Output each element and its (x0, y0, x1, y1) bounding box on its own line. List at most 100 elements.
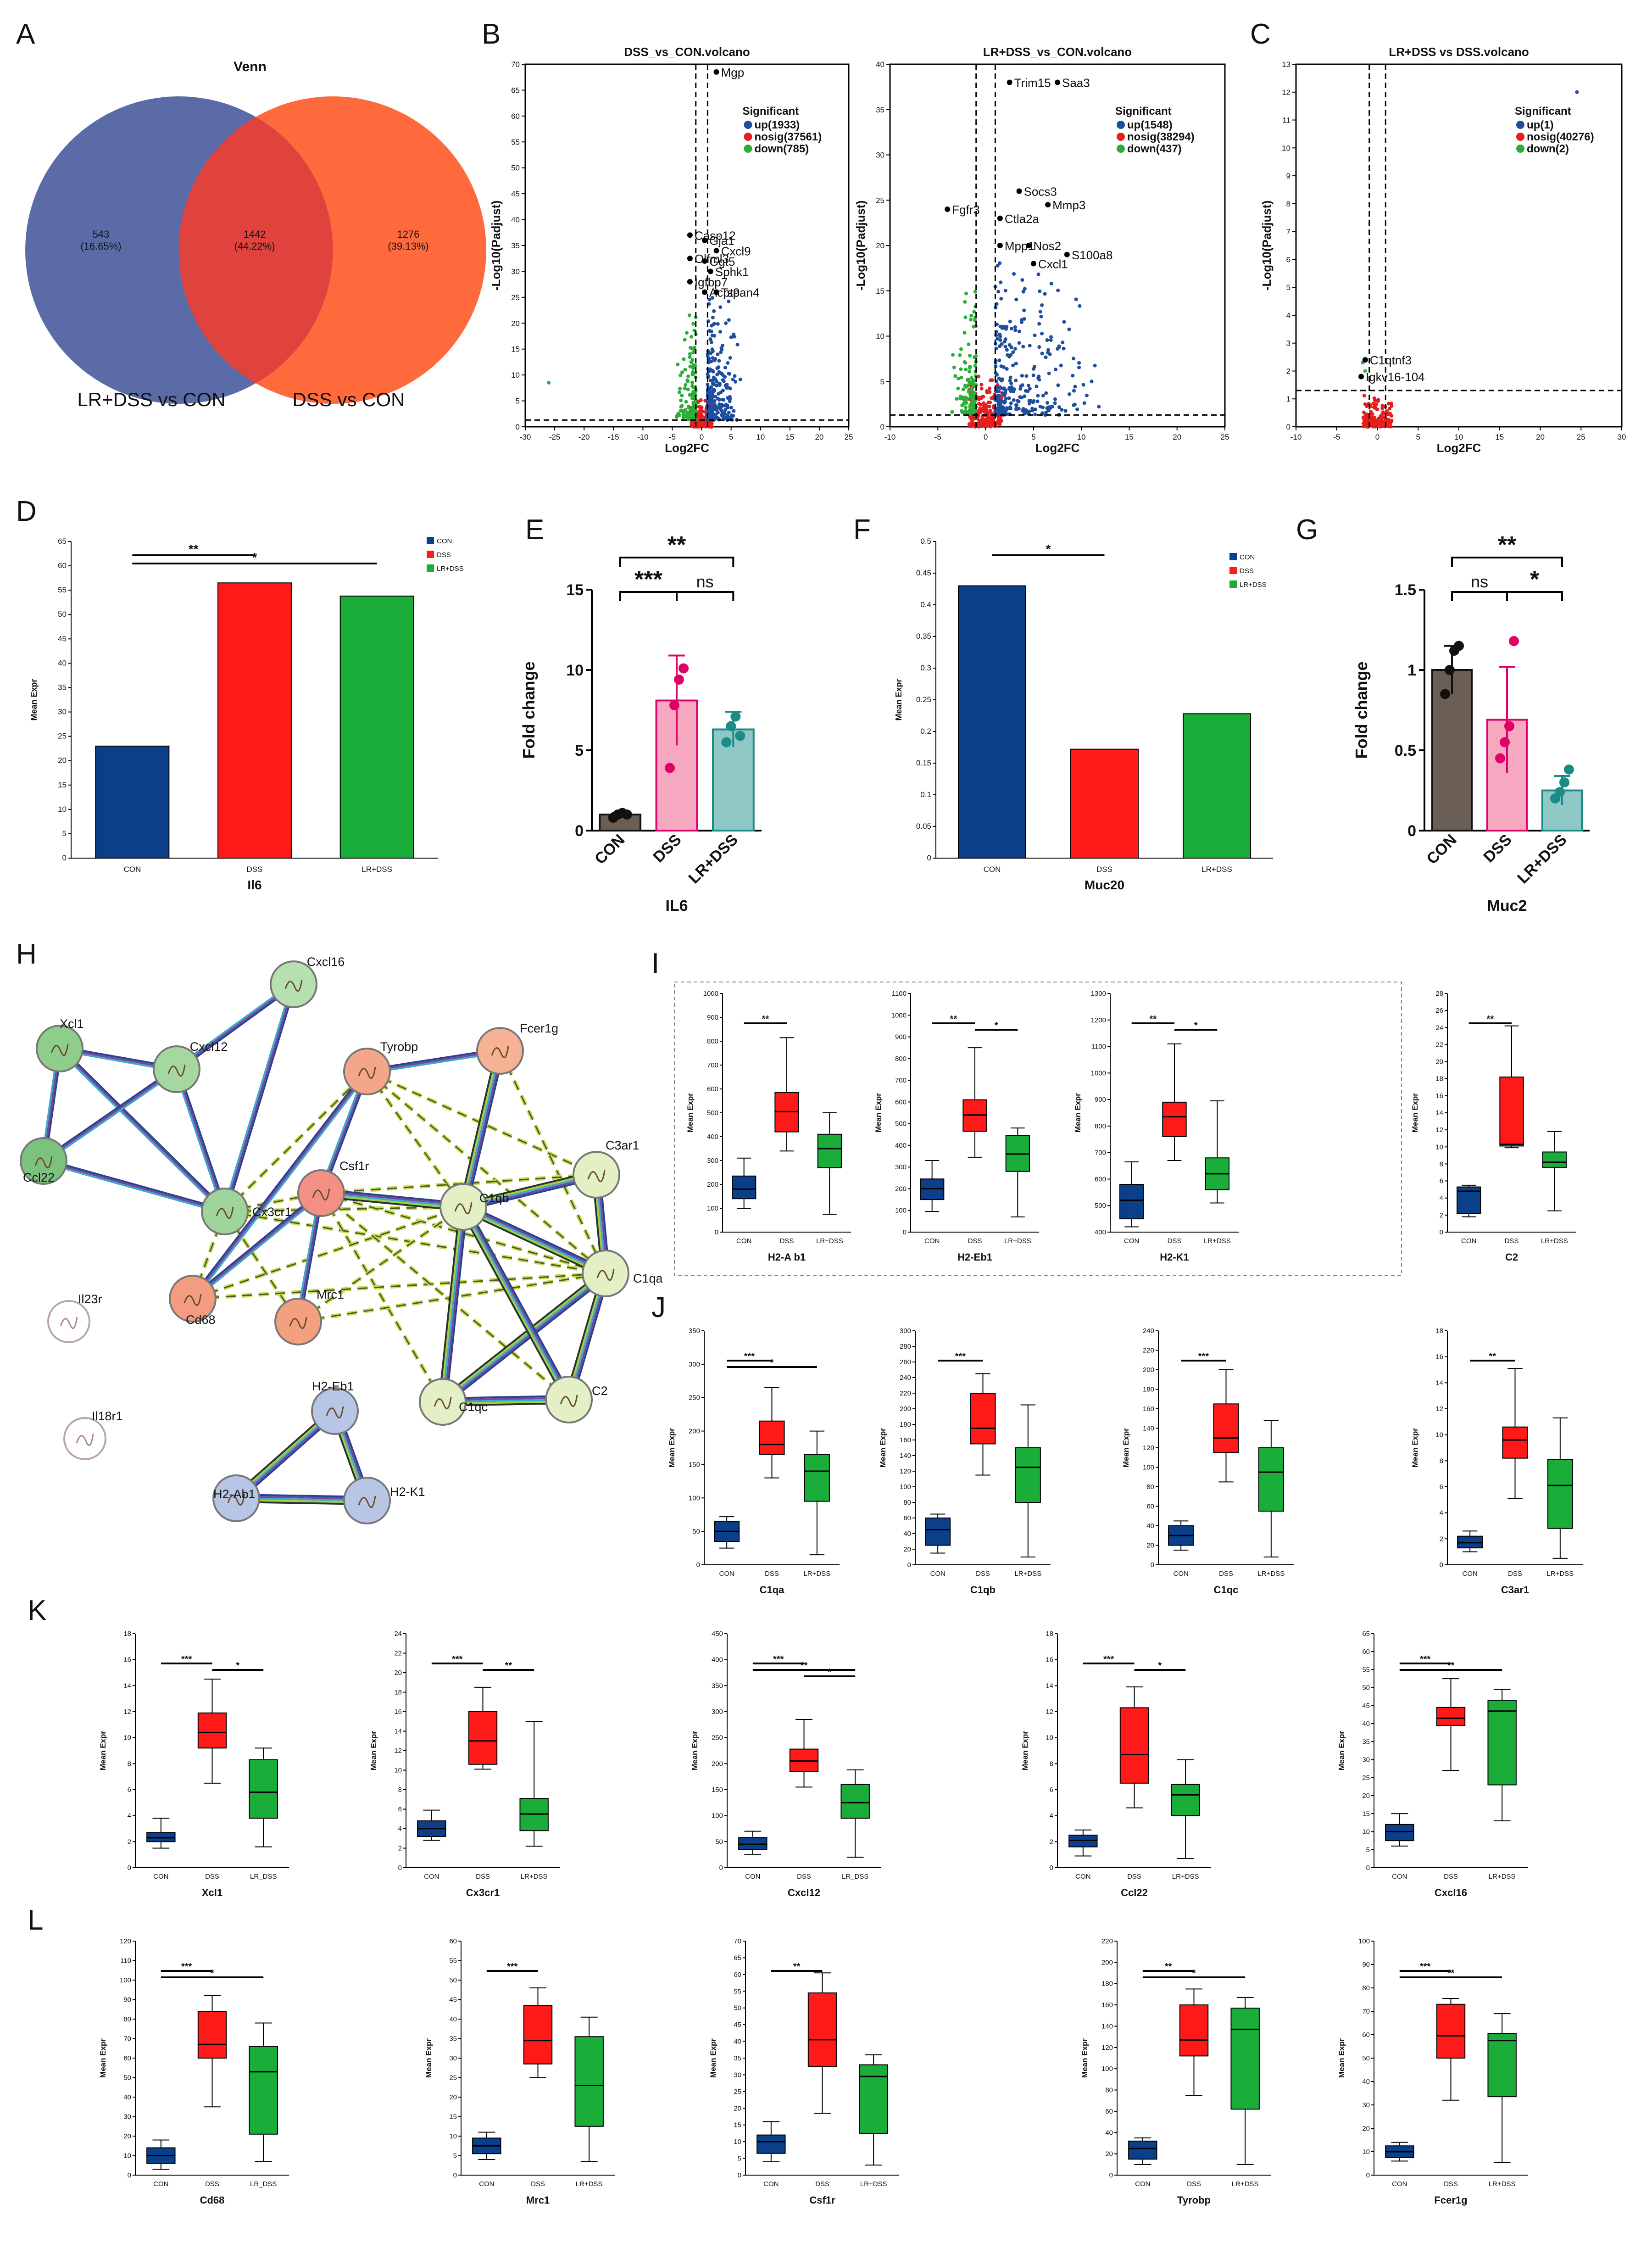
nosig-point (968, 424, 973, 428)
y-tick-label: 100 (1101, 2065, 1113, 2073)
category-label: LR+DSS (816, 1237, 843, 1245)
up-point (720, 343, 724, 347)
up-point (718, 330, 723, 334)
y-tick-label: 500 (707, 1109, 718, 1117)
data-point (1555, 787, 1565, 797)
y-tick-label: 0.15 (916, 759, 931, 767)
y-tick-label: 400 (895, 1142, 907, 1150)
up-point (1008, 375, 1012, 379)
y-tick-label: 15 (449, 2113, 457, 2121)
y-axis-label: Mean Expr (99, 2038, 107, 2078)
category-label: DSS (1444, 1873, 1458, 1881)
up-point (998, 332, 1002, 336)
up-point (1003, 289, 1007, 293)
x-tick-label: 25 (1221, 433, 1229, 441)
node-label: Ccl22 (23, 1171, 55, 1184)
down-point (972, 310, 976, 314)
down-point (686, 405, 690, 409)
y-tick-label: 4 (1050, 1812, 1053, 1820)
down-point (958, 353, 962, 357)
up-point (1000, 342, 1004, 346)
significance-label: * (828, 1667, 831, 1677)
significance-label: * (236, 1661, 239, 1671)
up-point (726, 361, 730, 365)
y-tick-label: 25 (449, 2074, 457, 2082)
nosig-point (691, 423, 695, 427)
up-point (1047, 371, 1051, 375)
y-tick-label: 5 (575, 742, 584, 759)
box-con (756, 2134, 786, 2154)
category-label: DSS (765, 1570, 779, 1578)
down-point (968, 403, 972, 407)
y-tick-label: 55 (734, 1987, 741, 1995)
y-tick-label: 0 (738, 2171, 741, 2179)
category-label: LR+DSS (576, 2180, 603, 2188)
y-tick-label: 70 (1362, 2008, 1370, 2015)
legend-label: up(1548) (1127, 119, 1173, 131)
legend-swatch (427, 551, 434, 558)
y-tick-label: 0.5 (1395, 742, 1416, 759)
y-tick-label: 140 (1143, 1425, 1154, 1433)
up-point (1077, 365, 1081, 369)
y-tick-label: 0 (696, 1561, 700, 1569)
y-tick-label: 100 (712, 1812, 723, 1820)
up-point (1014, 407, 1018, 412)
y-tick-label: 8 (1050, 1760, 1053, 1768)
category-label: DSS (1444, 2180, 1458, 2188)
up-point (1021, 345, 1025, 349)
category-label: DSS (205, 1873, 219, 1881)
down-point (968, 364, 972, 368)
y-tick-label: 8 (128, 1760, 131, 1768)
significance-label: ** (793, 1962, 801, 1972)
x-tick-label: 0 (1375, 433, 1379, 441)
y-tick-label: 700 (895, 1077, 907, 1084)
category-label: LR+DSS (1201, 865, 1232, 874)
y-tick-label: 0 (1050, 1864, 1053, 1872)
up-point (715, 373, 719, 377)
up-point (1053, 397, 1057, 401)
y-tick-label: 0 (1366, 1864, 1370, 1872)
down-point (691, 401, 695, 405)
y-tick-label: 24 (394, 1630, 402, 1638)
up-point (706, 400, 710, 404)
down-point (972, 324, 976, 329)
up-point (998, 410, 1002, 414)
up-point (727, 299, 731, 303)
y-tick-label: 90 (1362, 1961, 1370, 1969)
y-tick-label: 15 (58, 781, 67, 789)
up-point (1020, 374, 1024, 378)
up-point (718, 305, 723, 309)
legend-swatch (1229, 567, 1237, 574)
y-tick-label: 10 (1362, 2148, 1370, 2156)
down-point (968, 388, 972, 392)
box-dss (1499, 1077, 1524, 1147)
y-tick-label: 18 (123, 1630, 131, 1638)
up-point (720, 372, 724, 376)
y-tick-label: 40 (734, 2038, 741, 2046)
up-point (1030, 407, 1035, 411)
category-label: DSS (476, 1873, 490, 1881)
up-point (722, 416, 726, 420)
significance-label: *** (955, 1351, 966, 1362)
legend-label: DSS (1240, 567, 1254, 575)
category-label: DSS (205, 2180, 219, 2188)
y-tick-label: 40 (876, 60, 884, 69)
up-point (710, 392, 714, 396)
node-label: Csf1r (339, 1159, 369, 1173)
y-tick-label: 0.35 (916, 632, 931, 641)
y-tick-label: 40 (903, 1530, 911, 1538)
category-label: DSS (1168, 1237, 1182, 1245)
up-point (716, 396, 720, 401)
box-lr-dss (840, 1784, 870, 1819)
nosig-point (988, 400, 992, 404)
up-point (1046, 401, 1050, 405)
y-tick-label: 1000 (891, 1011, 907, 1019)
y-axis-label: Mean Expr (424, 2038, 433, 2078)
significance-label: ** (1447, 1661, 1455, 1671)
up-point (714, 405, 718, 409)
y-tick-label: 40 (1362, 1720, 1370, 1728)
y-tick-label: 900 (707, 1014, 718, 1021)
category-label: LR+DSS (1546, 1570, 1574, 1578)
volcano-title: LR+DSS_vs_CON.volcano (983, 45, 1132, 59)
up-point (727, 318, 731, 322)
